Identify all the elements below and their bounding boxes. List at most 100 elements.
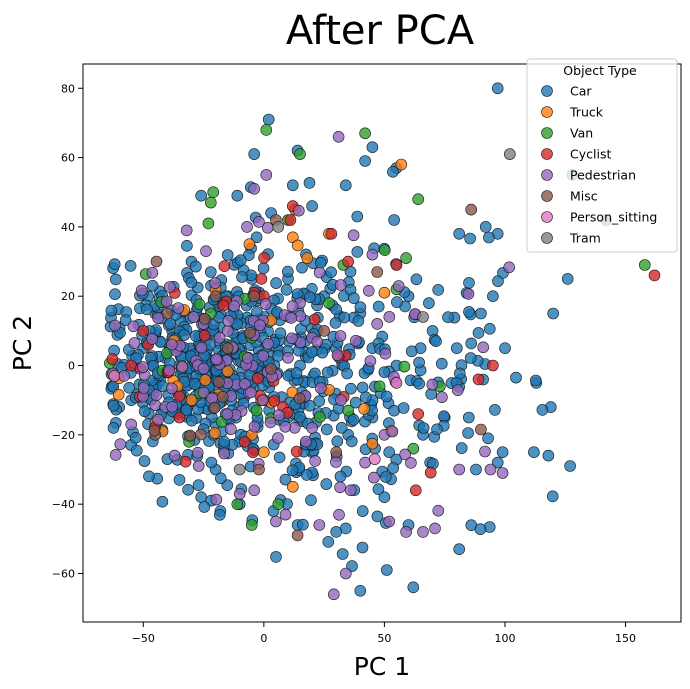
data-point: [221, 249, 234, 261]
data-point: [124, 260, 137, 272]
series-tram: [233, 148, 516, 476]
data-point: [248, 420, 261, 433]
data-point: [285, 332, 298, 345]
data-point: [166, 400, 178, 413]
data-point: [210, 353, 223, 366]
data-point: [430, 335, 442, 348]
data-point: [185, 276, 198, 289]
data-point: [197, 362, 210, 375]
data-point: [336, 548, 349, 560]
data-point: [244, 326, 256, 339]
y-axis-ticks: −60 −40 −20 0 20 40 60 80: [52, 82, 83, 580]
data-point: [247, 446, 259, 459]
data-point: [192, 460, 205, 472]
x-tick-label: 0: [260, 632, 267, 645]
data-point: [483, 231, 495, 244]
data-point: [231, 498, 244, 511]
data-point: [286, 480, 299, 493]
data-point: [231, 189, 244, 202]
data-point: [210, 493, 223, 506]
data-point: [366, 248, 379, 261]
y-tick-label: −40: [52, 498, 75, 511]
data-point: [472, 373, 485, 386]
data-point: [185, 394, 198, 407]
data-point: [342, 255, 355, 268]
data-point: [474, 523, 487, 536]
data-point: [409, 484, 422, 497]
data-point: [259, 298, 272, 310]
data-point: [345, 435, 358, 448]
y-tick-label: −20: [52, 429, 75, 442]
data-point: [359, 456, 371, 469]
y-tick-label: 80: [61, 82, 75, 95]
data-point: [112, 388, 125, 401]
data-point: [187, 311, 200, 323]
data-point: [338, 311, 351, 324]
data-point: [205, 196, 217, 209]
data-point: [143, 470, 155, 483]
data-point: [191, 446, 204, 459]
data-point: [496, 467, 509, 479]
x-axis-label: PC 1: [354, 652, 410, 681]
data-point: [472, 327, 485, 339]
series-misc: [148, 203, 487, 542]
legend-label-van: Van: [570, 126, 593, 141]
data-point: [248, 148, 260, 160]
x-tick-label: 150: [615, 632, 636, 645]
data-point: [400, 252, 412, 264]
legend-marker-car: [541, 85, 553, 97]
legend-items: Car Truck Van Cyclist Pedestrian Misc Person_s…: [541, 84, 657, 246]
data-point: [462, 288, 475, 300]
data-point: [387, 166, 399, 178]
data-point: [119, 314, 132, 327]
data-point: [166, 382, 178, 395]
data-point: [300, 469, 313, 481]
legend-title: Object Type: [563, 63, 637, 78]
data-point: [479, 445, 491, 458]
data-point: [281, 265, 294, 278]
data-point: [282, 351, 294, 364]
data-point: [253, 463, 265, 476]
data-point: [173, 390, 186, 403]
data-point: [432, 504, 445, 517]
data-point: [114, 438, 127, 451]
data-point: [195, 428, 207, 441]
data-point: [378, 366, 391, 379]
legend-label-misc: Misc: [570, 189, 598, 204]
data-point: [462, 411, 475, 424]
data-point: [221, 408, 234, 421]
data-point: [243, 238, 256, 250]
data-point: [123, 381, 135, 394]
data-point: [222, 315, 235, 327]
data-point: [306, 422, 318, 434]
data-point: [297, 518, 309, 531]
data-point: [373, 380, 386, 393]
data-point: [146, 333, 158, 345]
data-point: [149, 399, 161, 411]
data-point: [209, 277, 221, 289]
data-point: [152, 413, 164, 426]
data-point: [388, 214, 400, 226]
data-point: [185, 414, 198, 427]
data-point: [344, 484, 357, 497]
data-point: [314, 256, 327, 269]
data-point: [146, 279, 159, 292]
data-point: [320, 478, 333, 490]
data-point: [333, 508, 345, 521]
data-point: [294, 148, 306, 160]
data-point: [378, 244, 391, 256]
data-point: [199, 313, 211, 325]
data-point: [407, 581, 420, 594]
data-point: [108, 258, 121, 271]
data-point: [405, 457, 417, 469]
data-point: [241, 221, 253, 233]
data-point: [279, 508, 292, 521]
data-point: [221, 342, 234, 355]
data-point: [339, 567, 352, 580]
legend-label-tram: Tram: [569, 231, 601, 246]
data-point: [246, 519, 258, 531]
x-tick-label: 100: [494, 632, 515, 645]
data-point: [436, 391, 448, 404]
data-point: [339, 179, 352, 192]
data-point: [483, 322, 496, 335]
